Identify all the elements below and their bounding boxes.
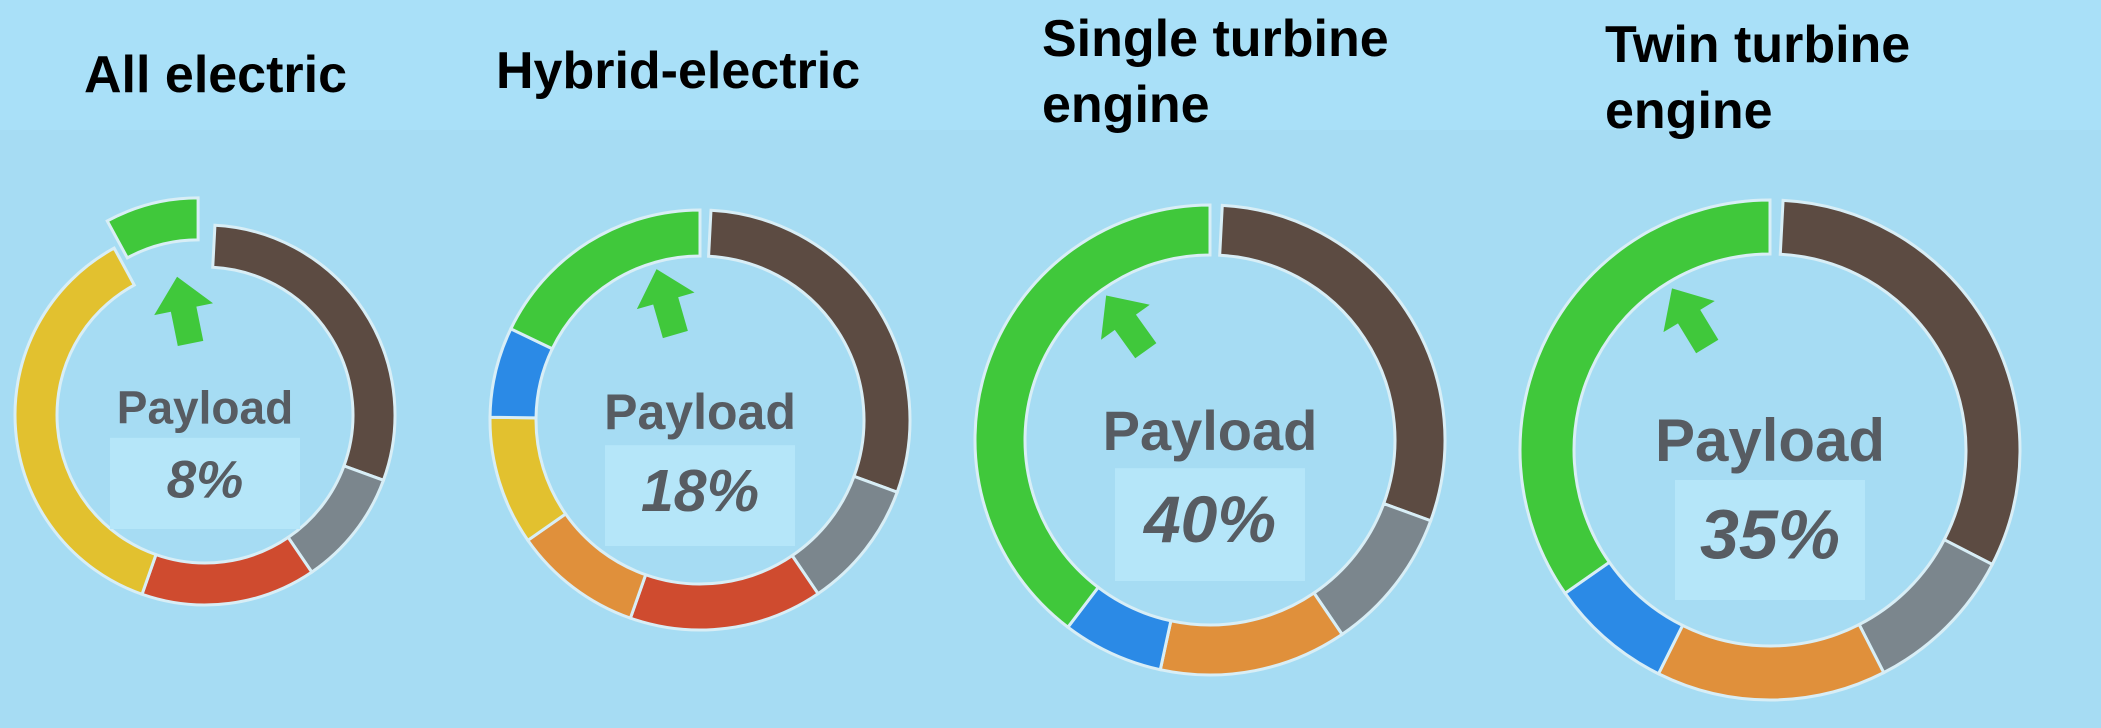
- chart-title: All electric: [84, 46, 348, 104]
- label-box: [605, 445, 795, 546]
- center-label: Payload: [604, 384, 796, 440]
- donut-segment: [140, 535, 314, 607]
- payload-value-label: 18%: [641, 458, 759, 524]
- label-box: [110, 437, 300, 529]
- payload-value-label: 40%: [1142, 482, 1276, 556]
- center-label: Payload: [1655, 407, 1885, 474]
- arrow: [1101, 295, 1157, 359]
- donut-segment: [1656, 622, 1886, 702]
- donut-segment: [628, 553, 821, 632]
- header-strip: [0, 0, 2101, 130]
- label-box: [1115, 468, 1305, 581]
- donut-segment: [1158, 590, 1345, 677]
- donut-segment: [1311, 501, 1433, 637]
- chart-title: Single turbine engine: [1042, 10, 1389, 134]
- donut-segment: [1518, 198, 1772, 596]
- chart-title: Twin turbine engine: [1605, 16, 1911, 140]
- payload-value-label: 35%: [1700, 495, 1840, 573]
- arrow: [154, 276, 214, 347]
- donut-segment: [1857, 537, 1995, 675]
- donut-segment: [105, 196, 200, 260]
- donut-segment: [13, 246, 158, 597]
- donut-segment: [508, 208, 702, 351]
- donut-segment: [488, 415, 568, 543]
- payload-value-label: 8%: [167, 450, 244, 509]
- center-label: Payload: [117, 381, 293, 433]
- arrow: [1663, 288, 1719, 354]
- donut-segment: [790, 474, 900, 596]
- label-box: [1675, 480, 1865, 600]
- center-label: Payload: [1103, 399, 1318, 462]
- arrow: [636, 269, 695, 339]
- chart-title: Hybrid-electric: [496, 42, 861, 100]
- donut-segment: [973, 203, 1212, 630]
